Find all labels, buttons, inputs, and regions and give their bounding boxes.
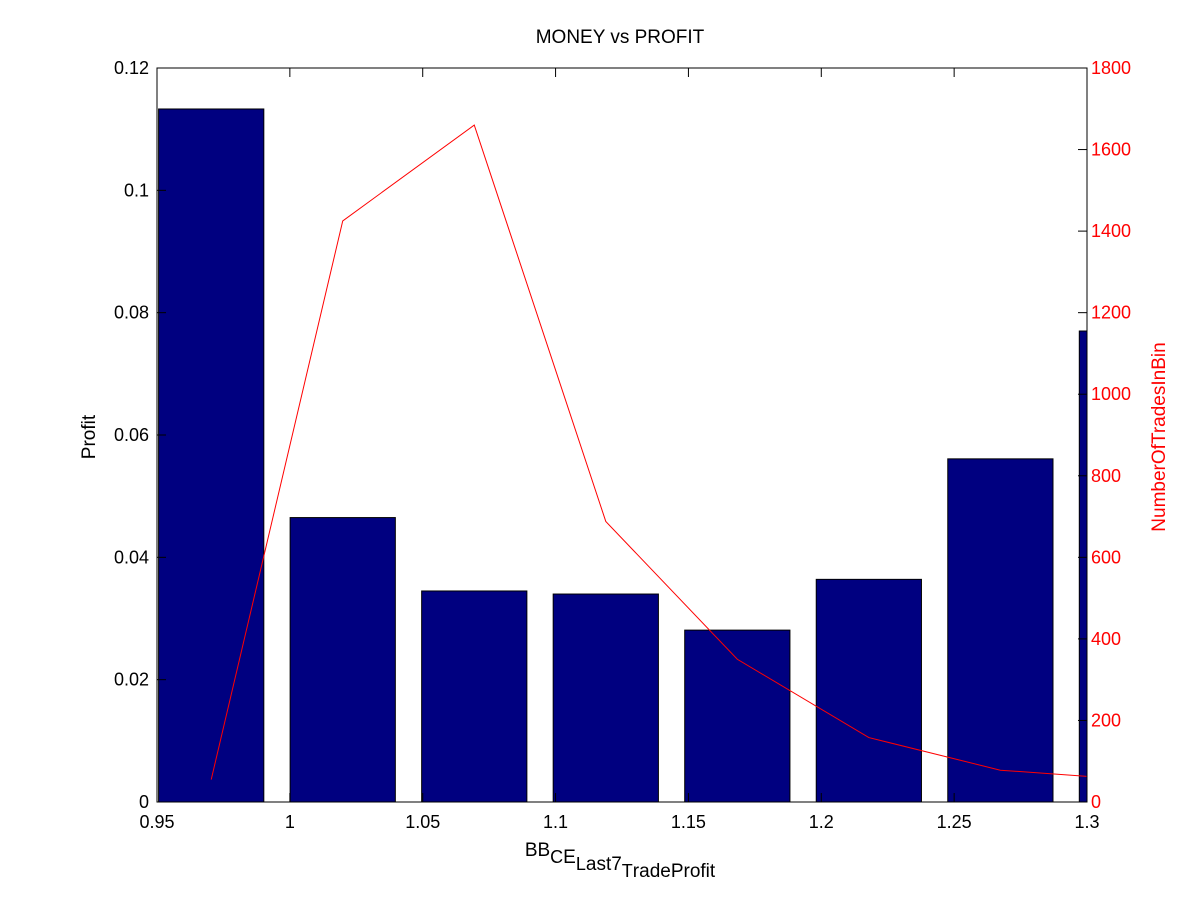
y-right-tick-label: 200 (1091, 710, 1121, 730)
y-right-axis-ticks: 0 200 400 600 800 1000 1200 1400 1600 1800 (1078, 58, 1131, 812)
x-label-part: E (563, 847, 576, 868)
y-left-axis-label: Profit (79, 414, 100, 459)
x-label-part: ast7 (586, 854, 622, 875)
x-label-part: BB (525, 840, 550, 861)
y-right-tick-label: 1800 (1091, 58, 1131, 78)
bar (815, 578, 922, 802)
bar (421, 590, 528, 802)
x-axis-label: BBCELast7TradeProfit (525, 840, 716, 882)
y-right-tick-label: 1400 (1091, 221, 1131, 241)
y-right-tick-label: 800 (1091, 466, 1121, 486)
x-label-subscript: T (622, 861, 633, 881)
y-left-tick-label: 0.02 (114, 670, 149, 690)
x-label-subscript: L (576, 854, 586, 874)
x-tick-label: 1.3 (1074, 812, 1099, 832)
x-tick-label: 1.2 (809, 812, 834, 832)
x-label-subscript: C (550, 847, 563, 867)
y-right-tick-label: 600 (1091, 547, 1121, 567)
bar (684, 629, 791, 802)
y-right-tick-label: 1200 (1091, 303, 1131, 323)
y-right-axis-label: NumberOfTradesInBin (1149, 342, 1170, 531)
x-tick-label: 1.15 (671, 812, 706, 832)
line-series (210, 124, 1087, 780)
trades-line (210, 124, 1087, 780)
y-right-tick-label: 1600 (1091, 140, 1131, 160)
y-left-tick-label: 0.04 (114, 547, 149, 567)
x-tick-label: 1.05 (405, 812, 440, 832)
x-axis-ticks: 0.95 1 1.05 1.1 1.15 1.2 1.25 1.3 (139, 68, 1100, 832)
y-right-tick-label: 400 (1091, 629, 1121, 649)
y-left-axis-ticks: 0 0.02 0.04 0.06 0.08 0.1 0.12 (114, 58, 166, 812)
bar (552, 593, 659, 802)
x-tick-label: 0.95 (139, 812, 174, 832)
x-tick-label: 1 (285, 812, 295, 832)
y-right-tick-label: 1000 (1091, 384, 1131, 404)
y-left-tick-label: 0.12 (114, 58, 149, 78)
y-left-tick-label: 0.08 (114, 303, 149, 323)
bar (289, 517, 396, 802)
bar (158, 108, 265, 802)
x-label-part: radeProfit (633, 861, 716, 882)
y-left-tick-label: 0.1 (124, 180, 149, 200)
chart-title: MONEY vs PROFIT (536, 27, 705, 48)
y-left-tick-label: 0.06 (114, 425, 149, 445)
x-tick-label: 1.25 (937, 812, 972, 832)
bar (1078, 330, 1087, 802)
y-right-tick-label: 0 (1091, 792, 1101, 812)
x-tick-label: 1.1 (543, 812, 568, 832)
bar (947, 458, 1054, 802)
y-left-tick-label: 0 (139, 792, 149, 812)
